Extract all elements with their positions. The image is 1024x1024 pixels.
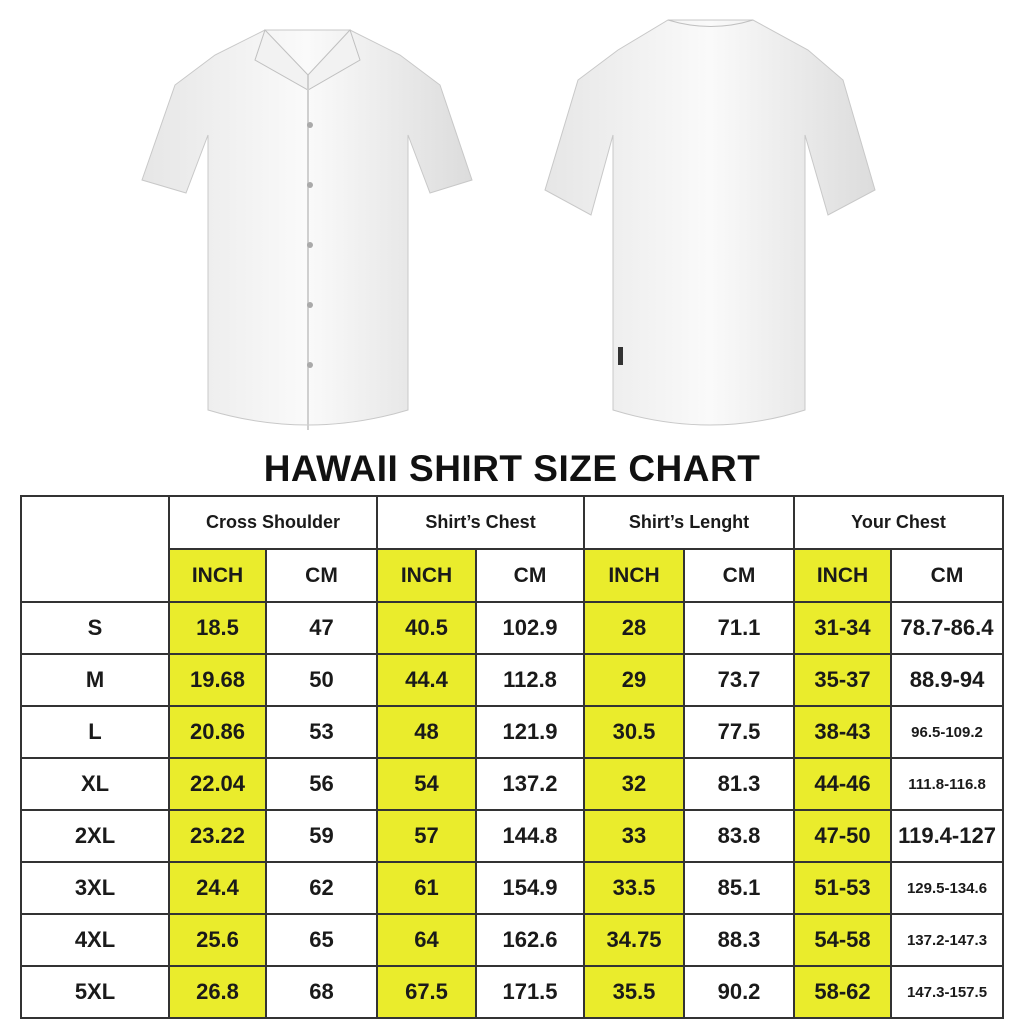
table-cell: 18.5 bbox=[168, 601, 267, 655]
table-cell: 68 bbox=[265, 965, 378, 1019]
table-cell: 83.8 bbox=[683, 809, 796, 863]
size-label: 5XL bbox=[20, 965, 170, 1019]
table-cell: 78.7-86.4 bbox=[890, 601, 1005, 655]
table-cell: 56 bbox=[265, 757, 378, 811]
table-row: M 19.68 50 44.4 112.8 29 73.7 35-37 88.9-94 bbox=[20, 653, 1005, 707]
header-your-chest: Your Chest bbox=[793, 495, 1005, 550]
size-chart-title: HAWAII SHIRT SIZE CHART bbox=[263, 448, 761, 489]
size-chart-table: Cross Shoulder Shirt’s Chest Shirt’s Len… bbox=[20, 495, 1005, 1019]
table-cell: 35-37 bbox=[793, 653, 893, 707]
table-cell: 35.5 bbox=[583, 965, 686, 1019]
table-cell: 44-46 bbox=[793, 757, 893, 811]
table-cell: 33.5 bbox=[583, 861, 686, 915]
table-cell: 71.1 bbox=[683, 601, 796, 655]
table-row: 5XL 26.8 68 67.5 171.5 35.5 90.2 58-62 147.3-157… bbox=[20, 965, 1005, 1019]
table-cell: 47-50 bbox=[793, 809, 893, 863]
table-cell: 33 bbox=[583, 809, 686, 863]
table-cell: 26.8 bbox=[168, 965, 267, 1019]
table-cell: 73.7 bbox=[683, 653, 796, 707]
table-cell: 20.86 bbox=[168, 705, 267, 759]
table-cell: 51-53 bbox=[793, 861, 893, 915]
table-cell: 154.9 bbox=[474, 861, 586, 915]
table-cell: 88.3 bbox=[683, 913, 796, 967]
table-cell: 57 bbox=[376, 809, 477, 863]
size-label: 2XL bbox=[20, 809, 170, 863]
table-cell: 85.1 bbox=[683, 861, 796, 915]
header-shirts-length: Shirt’s Lenght bbox=[583, 495, 796, 550]
table-cell: 77.5 bbox=[683, 705, 796, 759]
table-cell: 19.68 bbox=[168, 653, 267, 707]
table-cell: 53 bbox=[265, 705, 378, 759]
table-cell: 54-58 bbox=[793, 913, 893, 967]
table-row: 3XL 24.4 62 61 154.9 33.5 85.1 51-53 129.5-134.6 bbox=[20, 861, 1005, 915]
table-cell: 88.9-94 bbox=[890, 653, 1005, 707]
table-cell: 22.04 bbox=[168, 757, 267, 811]
table-cell: 129.5-134.6 bbox=[890, 861, 1005, 915]
unit-header-cm: CM bbox=[474, 548, 586, 603]
size-label: S bbox=[20, 601, 170, 655]
size-label: 4XL bbox=[20, 913, 170, 967]
table-cell: 96.5-109.2 bbox=[890, 705, 1005, 759]
shirt-back-image bbox=[544, 19, 876, 426]
unit-header-cm: CM bbox=[890, 548, 1005, 603]
unit-header-cm: CM bbox=[265, 548, 378, 603]
table-cell: 171.5 bbox=[474, 965, 586, 1019]
table-cell: 81.3 bbox=[683, 757, 796, 811]
unit-header-inch: INCH bbox=[168, 548, 267, 603]
table-cell: 58-62 bbox=[793, 965, 893, 1019]
table-row: S 18.5 47 40.5 102.9 28 71.1 31-34 78.7-86.4 bbox=[20, 601, 1005, 655]
table-cell: 23.22 bbox=[168, 809, 267, 863]
size-label: L bbox=[20, 705, 170, 759]
table-cell: 32 bbox=[583, 757, 686, 811]
table-cell: 31-34 bbox=[793, 601, 893, 655]
unit-header-inch: INCH bbox=[793, 548, 893, 603]
table-row: XL 22.04 56 54 137.2 32 81.3 44-46 111.8-116.8 bbox=[20, 757, 1005, 811]
size-label: M bbox=[20, 653, 170, 707]
size-label: 3XL bbox=[20, 861, 170, 915]
table-cell: 121.9 bbox=[474, 705, 586, 759]
table-cell: 28 bbox=[583, 601, 686, 655]
size-label: XL bbox=[20, 757, 170, 811]
unit-header-cm: CM bbox=[683, 548, 796, 603]
table-row: 2XL 23.22 59 57 144.8 33 83.8 47-50 119.4-127 bbox=[20, 809, 1005, 863]
header-cross-shoulder: Cross Shoulder bbox=[168, 495, 378, 550]
table-cell: 62 bbox=[265, 861, 378, 915]
table-cell: 47 bbox=[265, 601, 378, 655]
table-cell: 137.2 bbox=[474, 757, 586, 811]
unit-header-inch: INCH bbox=[583, 548, 686, 603]
table-cell: 24.4 bbox=[168, 861, 267, 915]
empty-corner-cell bbox=[20, 495, 170, 603]
table-cell: 59 bbox=[265, 809, 378, 863]
header-shirts-chest: Shirt’s Chest bbox=[375, 495, 586, 550]
table-cell: 48 bbox=[376, 705, 477, 759]
table-cell: 54 bbox=[376, 757, 477, 811]
table-cell: 102.9 bbox=[474, 601, 586, 655]
table-row: L 20.86 53 48 121.9 30.5 77.5 38-43 96.5-109.2 bbox=[20, 705, 1005, 759]
unit-header-inch: INCH bbox=[376, 548, 477, 603]
table-cell: 144.8 bbox=[474, 809, 586, 863]
table-cell: 64 bbox=[376, 913, 477, 967]
table-cell: 44.4 bbox=[376, 653, 477, 707]
table-cell: 119.4-127 bbox=[890, 809, 1005, 863]
table-cell: 25.6 bbox=[168, 913, 267, 967]
table-cell: 34.75 bbox=[583, 913, 686, 967]
table-cell: 30.5 bbox=[583, 705, 686, 759]
table-cell: 65 bbox=[265, 913, 378, 967]
table-cell: 29 bbox=[583, 653, 686, 707]
shirt-front-image bbox=[141, 29, 473, 430]
table-cell: 61 bbox=[376, 861, 477, 915]
table-cell: 111.8-116.8 bbox=[890, 757, 1005, 811]
table-cell: 147.3-157.5 bbox=[890, 965, 1005, 1019]
table-cell: 38-43 bbox=[793, 705, 893, 759]
table-cell: 137.2-147.3 bbox=[890, 913, 1005, 967]
table-cell: 67.5 bbox=[376, 965, 477, 1019]
table-cell: 50 bbox=[265, 653, 378, 707]
table-cell: 90.2 bbox=[683, 965, 796, 1019]
table-row: 4XL 25.6 65 64 162.6 34.75 88.3 54-58 137.2-147.… bbox=[20, 913, 1005, 967]
table-cell: 162.6 bbox=[474, 913, 586, 967]
table-cell: 112.8 bbox=[474, 653, 586, 707]
table-cell: 40.5 bbox=[376, 601, 477, 655]
